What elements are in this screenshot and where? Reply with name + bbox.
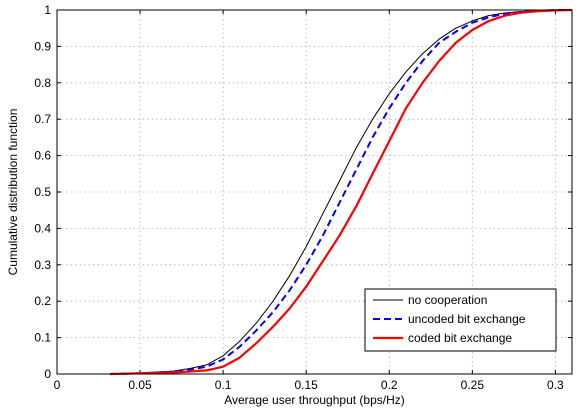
x-tick-label: 0 [54,378,61,392]
y-tick-label: 0.3 [34,258,51,272]
x-tick-label: 0.1 [215,378,232,392]
x-axis-label: Average user throughput (bps/Hz) [224,393,405,407]
series-line-1 [110,9,572,375]
y-tick-label: 0 [44,367,51,381]
grid-lines [57,10,572,374]
x-tick-label: 0.3 [547,378,564,392]
data-series [110,8,573,376]
y-tick-label: 0.2 [34,294,51,308]
tick-labels: 0 0.05 0.1 0.15 0.2 0.25 0.3 0 0.1 0.2 0.3 0.4 0.5 0.… [34,3,564,392]
legend-label: no cooperation [408,293,487,307]
x-tick-label: 0.25 [461,378,485,392]
y-tick-label: 0.8 [34,76,51,90]
series-line-2 [110,9,572,375]
plot-area-frame [56,9,573,375]
y-tick-label: 0.1 [34,331,51,345]
y-tick-label: 0.4 [34,221,51,235]
y-tick-label: 0.5 [34,185,51,199]
y-tick-label: 1 [44,3,51,17]
legend: no cooperation uncoded bit exchange coded … [364,288,557,352]
y-tick-label: 0.7 [34,112,51,126]
y-axis-label: Cumulative distribution function [6,109,20,276]
series-line-3 [110,8,573,376]
legend-label: coded bit exchange [408,331,512,345]
x-tick-label: 0.15 [295,378,319,392]
legend-label: uncoded bit exchange [408,312,526,326]
x-tick-label: 0.2 [381,378,398,392]
y-tick-label: 0.6 [34,149,51,163]
y-tick-label: 0.9 [34,39,51,53]
x-tick-label: 0.05 [128,378,152,392]
